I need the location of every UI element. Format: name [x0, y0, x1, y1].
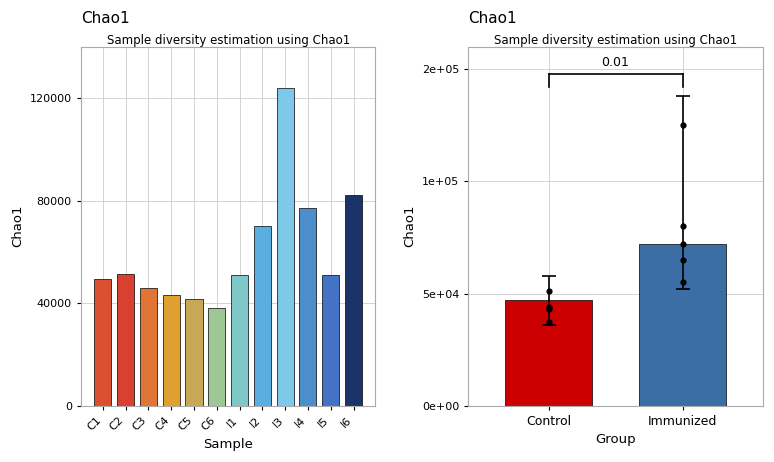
Y-axis label: Chao1: Chao1	[11, 205, 24, 248]
Point	[676, 279, 689, 286]
Text: Chao1: Chao1	[80, 11, 129, 26]
X-axis label: Group: Group	[595, 433, 636, 446]
Bar	[254, 226, 271, 406]
Point	[676, 240, 689, 248]
Bar	[505, 300, 592, 406]
Point	[543, 318, 555, 325]
Y-axis label: Chao1: Chao1	[403, 205, 416, 248]
Point	[543, 305, 555, 313]
Bar	[208, 308, 225, 406]
Bar	[231, 275, 248, 406]
Bar	[94, 279, 111, 406]
Point	[543, 303, 555, 310]
Bar	[276, 88, 293, 406]
Point	[676, 256, 689, 263]
Point	[676, 223, 689, 230]
Point	[543, 287, 555, 295]
Bar	[345, 195, 362, 406]
Bar	[117, 274, 134, 406]
X-axis label: Sample: Sample	[204, 438, 253, 451]
Title: Sample diversity estimation using Chao1: Sample diversity estimation using Chao1	[494, 34, 737, 47]
Bar	[163, 295, 180, 406]
Title: Sample diversity estimation using Chao1: Sample diversity estimation using Chao1	[107, 34, 350, 47]
Bar	[300, 208, 317, 406]
Text: Chao1: Chao1	[468, 11, 517, 26]
Bar	[140, 288, 157, 406]
Text: 0.01: 0.01	[601, 56, 629, 69]
Bar	[639, 244, 726, 406]
Bar	[322, 275, 339, 406]
Point	[676, 122, 689, 129]
Bar	[186, 299, 203, 406]
